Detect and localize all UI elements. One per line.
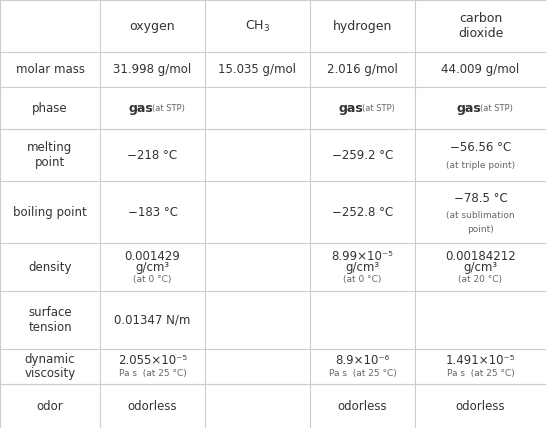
Text: −252.8 °C: −252.8 °C <box>332 205 393 219</box>
Text: oxygen: oxygen <box>130 20 175 33</box>
Text: (at 0 °C): (at 0 °C) <box>343 275 382 284</box>
Text: density: density <box>28 261 72 273</box>
Text: surface
tension: surface tension <box>28 306 72 334</box>
Text: Pa s  (at 25 °C): Pa s (at 25 °C) <box>447 369 514 378</box>
Text: dynamic
viscosity: dynamic viscosity <box>25 353 76 380</box>
Text: hydrogen: hydrogen <box>333 20 392 33</box>
Text: Pa s  (at 25 °C): Pa s (at 25 °C) <box>118 369 186 378</box>
Text: g/cm³: g/cm³ <box>464 261 497 273</box>
Text: gas: gas <box>338 101 363 115</box>
Text: carbon
dioxide: carbon dioxide <box>458 12 503 40</box>
Text: (at STP): (at STP) <box>362 104 395 113</box>
Text: (at STP): (at STP) <box>480 104 513 113</box>
Text: molar mass: molar mass <box>15 63 85 76</box>
Text: 0.01347 N/m: 0.01347 N/m <box>114 313 191 327</box>
Text: (at sublimation: (at sublimation <box>446 211 515 220</box>
Text: gas: gas <box>128 101 153 115</box>
Text: point): point) <box>467 225 494 234</box>
Text: CH$_3$: CH$_3$ <box>245 18 270 33</box>
Text: (at STP): (at STP) <box>152 104 185 113</box>
Text: g/cm³: g/cm³ <box>135 261 170 273</box>
Text: −259.2 °C: −259.2 °C <box>332 149 393 161</box>
Text: (at triple point): (at triple point) <box>446 161 515 170</box>
Text: Pa s  (at 25 °C): Pa s (at 25 °C) <box>329 369 396 378</box>
Text: (at 20 °C): (at 20 °C) <box>459 275 502 284</box>
Text: boiling point: boiling point <box>13 205 87 219</box>
Text: 44.009 g/mol: 44.009 g/mol <box>441 63 520 76</box>
Text: 1.491×10⁻⁵: 1.491×10⁻⁵ <box>446 354 515 367</box>
Text: 2.055×10⁻⁵: 2.055×10⁻⁵ <box>118 354 187 367</box>
Text: 15.035 g/mol: 15.035 g/mol <box>218 63 296 76</box>
Text: 0.00184212: 0.00184212 <box>445 250 516 263</box>
Text: 31.998 g/mol: 31.998 g/mol <box>114 63 192 76</box>
Text: 2.016 g/mol: 2.016 g/mol <box>327 63 398 76</box>
Text: odorless: odorless <box>456 399 505 413</box>
Text: −183 °C: −183 °C <box>128 205 177 219</box>
Text: odor: odor <box>37 399 63 413</box>
Text: −218 °C: −218 °C <box>127 149 177 161</box>
Text: (at 0 °C): (at 0 °C) <box>133 275 171 284</box>
Text: phase: phase <box>32 101 68 115</box>
Text: 8.9×10⁻⁶: 8.9×10⁻⁶ <box>335 354 390 367</box>
Text: 8.99×10⁻⁵: 8.99×10⁻⁵ <box>331 250 394 263</box>
Text: 0.001429: 0.001429 <box>124 250 180 263</box>
Text: g/cm³: g/cm³ <box>346 261 379 273</box>
Text: odorless: odorless <box>128 399 177 413</box>
Text: gas: gas <box>456 101 481 115</box>
Text: odorless: odorless <box>337 399 387 413</box>
Text: melting
point: melting point <box>27 141 73 169</box>
Text: −78.5 °C: −78.5 °C <box>454 192 507 205</box>
Text: −56.56 °C: −56.56 °C <box>450 141 511 154</box>
